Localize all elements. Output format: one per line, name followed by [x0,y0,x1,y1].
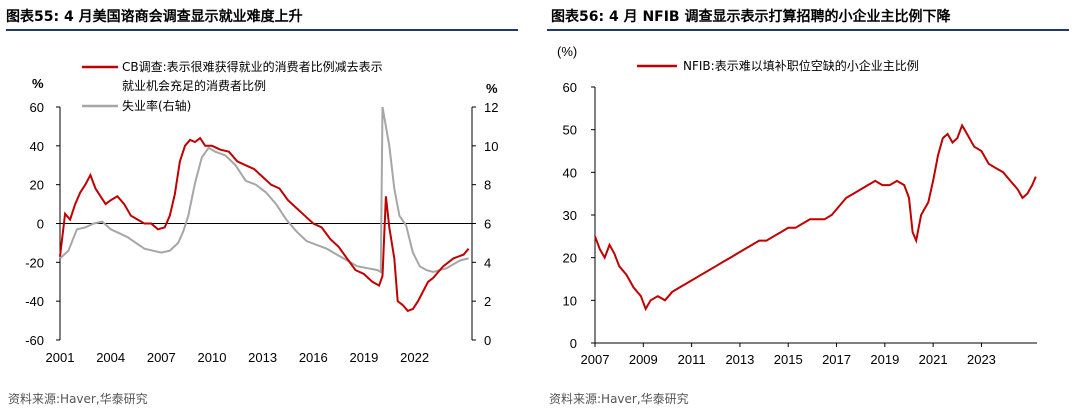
right-chart: (%) 60 50 40 30 20 10 0 2007 2009 2011 2013 2015 2017… [557,44,1037,367]
y-tick-label: 20 [563,251,577,266]
left-axis-unit: % [32,76,44,91]
left-tick-label: -40 [25,294,44,309]
right-title-rule [547,29,1069,31]
x-tick-label: 2011 [678,352,706,367]
right-axis-unit: % [486,81,498,96]
right-tick-label: 10 [484,139,498,154]
x-tick-label: 2004 [96,350,125,365]
left-title-rule [6,29,518,31]
x-tick-label: 2017 [822,352,851,367]
x-tick-label: 2015 [774,352,803,367]
legend-cb-label-line2: 就业机会充足的消费者比例 [122,78,266,93]
right-tick-label: 0 [484,333,491,348]
x-tick-label: 2001 [46,350,75,365]
x-tick-label: 2022 [400,350,429,365]
x-tick-label: 2019 [349,350,378,365]
series-unemployment-line [59,106,469,274]
left-source: 资料来源:Haver,华泰研究 [8,392,148,406]
x-tick-label: 2016 [299,350,328,365]
left-chart-panel: 图表55: 4 月美国谘商会调查显示就业难度上升 %% 60 40 20 0 -20 -40… [0,0,530,419]
left-tick-label: 60 [30,100,44,115]
y-tick-label: 60 [563,80,577,95]
legend-cb-label-line1: CB调查:表示很难获得就业的消费者比例减去表示 [122,59,383,74]
right-tick-label: 2 [484,294,491,309]
y-tick-label: 0 [570,336,577,351]
legend-nfib-label: NFIB:表示难以填补职位空缺的小企业主比例 [683,58,919,73]
right-source: 资料来源:Haver,华泰研究 [549,392,689,406]
y-tick-label: 40 [563,165,577,180]
right-tick-label: 12 [484,100,498,115]
left-tick-label: -20 [25,255,44,270]
y-tick-label: 50 [563,123,577,138]
right-tick-label: 4 [484,255,491,270]
left-tick-label: -60 [25,333,44,348]
y-tick-label: 30 [563,208,577,223]
right-tick-label: 8 [484,178,491,193]
y-tick-label: 10 [563,293,577,308]
x-tick-label: 2009 [629,352,658,367]
x-tick-label: 2010 [198,350,227,365]
x-tick-label: 2007 [147,350,176,365]
y-axis-unit: (%) [557,44,577,59]
left-tick-label: 20 [30,178,44,193]
series-nfib-line [594,123,1037,312]
x-tick-label: 2023 [967,352,996,367]
x-tick-label: 2019 [870,352,899,367]
right-tick-label: 6 [484,217,491,232]
legend-unemployment-label: 失业率(右轴) [122,98,191,113]
right-chart-panel: 图表56: 4 月 NFIB 调查显示表示打算招聘的小企业主比例下降 (%) 60… [545,0,1080,419]
right-chart-title: 图表56: 4 月 NFIB 调查显示表示打算招聘的小企业主比例下降 [551,9,951,25]
x-tick-label: 2007 [581,352,610,367]
series-cb-survey-line [59,136,470,313]
x-tick-label: 2013 [248,350,277,365]
x-tick-label: 2013 [725,352,754,367]
x-tick-label: 2021 [919,352,948,367]
left-chart-title: 图表55: 4 月美国谘商会调查显示就业难度上升 [6,9,303,25]
left-tick-label: 0 [37,217,44,232]
left-tick-label: 40 [30,139,44,154]
